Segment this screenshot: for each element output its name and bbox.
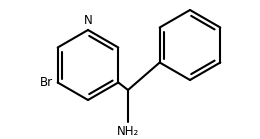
Text: Br: Br (40, 76, 53, 89)
Text: N: N (84, 14, 92, 27)
Text: NH₂: NH₂ (117, 125, 139, 138)
